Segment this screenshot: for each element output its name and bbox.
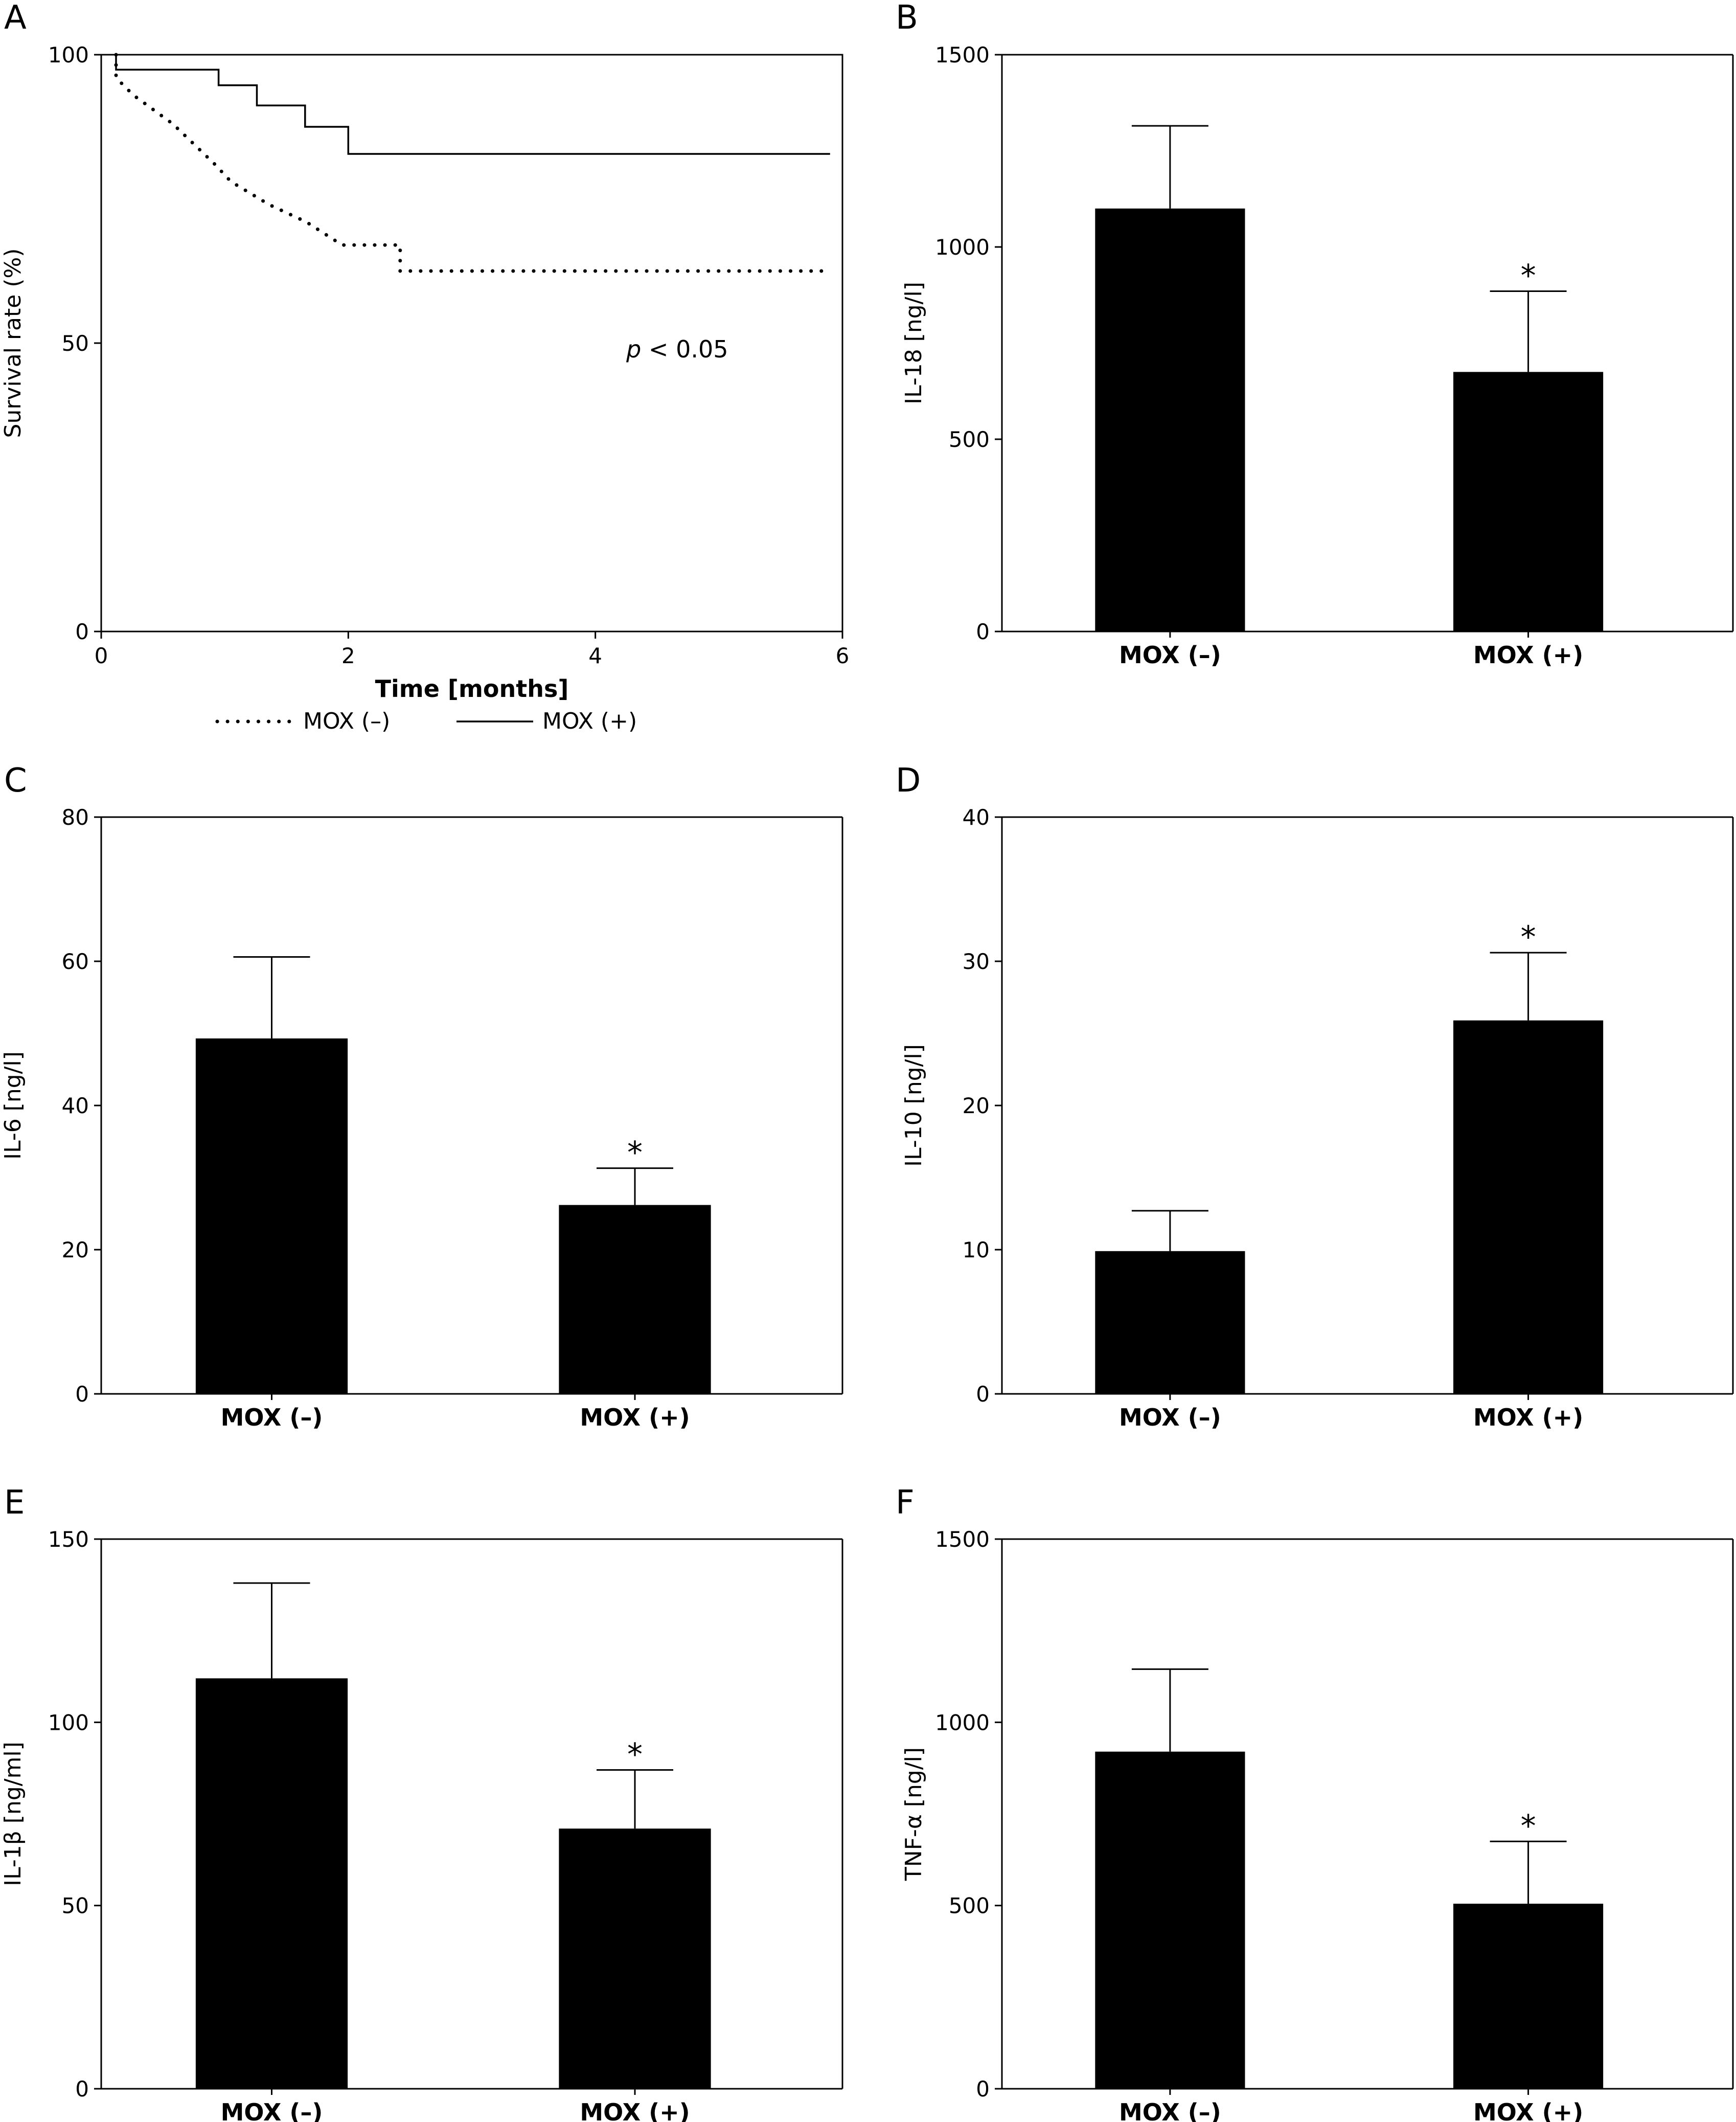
y-tick-label: 0 [75, 619, 89, 644]
category-label: MOX (+) [1473, 2098, 1583, 2122]
y-tick-label: 1500 [935, 1527, 990, 1552]
bar-mox-plus [559, 1205, 711, 1394]
x-tick-label: 6 [836, 643, 850, 668]
panel-e: E IL-1β [ng/ml] 0 50 100 150 MOX (–) * MOX (+) [0, 1484, 843, 2122]
y-tick-label: 0 [75, 2076, 89, 2102]
y-tick-label: 40 [62, 1093, 89, 1118]
panel-a: A Survival rate (%) 0 50 100 0 2 4 6 Time [months… [0, 0, 849, 734]
panel-letter: B [896, 0, 918, 37]
y-tick-label: 0 [976, 2076, 990, 2102]
category-label: MOX (–) [221, 1404, 323, 1431]
bar-mox-plus [559, 1828, 711, 2089]
y-tick-label: 50 [62, 331, 89, 356]
y-tick-label: 20 [963, 1093, 990, 1118]
legend-label: MOX (+) [542, 708, 637, 734]
bar-mox-minus [1095, 1751, 1245, 2089]
significance-marker: * [627, 1135, 643, 1171]
y-tick-label: 1000 [935, 1710, 990, 1735]
panel-d: D IL-10 [ng/l] 0 10 20 30 40 MOX (–) * MOX (+) [896, 762, 1734, 1431]
panel-letter: E [4, 1484, 25, 1522]
y-tick-label: 150 [48, 1527, 89, 1552]
y-tick-label: 100 [48, 1710, 89, 1735]
y-axis-label: Survival rate (%) [0, 249, 26, 438]
panel-letter: D [896, 762, 921, 800]
y-tick-label: 0 [976, 619, 990, 644]
legend-label: MOX (–) [303, 708, 390, 734]
y-tick-label: 20 [62, 1237, 89, 1262]
category-label: MOX (+) [580, 1404, 690, 1431]
bar-mox-minus [1095, 208, 1245, 631]
y-tick-label: 1500 [935, 42, 990, 67]
category-label: MOX (–) [1119, 1404, 1221, 1431]
x-tick-label: 2 [341, 643, 355, 668]
significance-marker: * [1521, 1808, 1536, 1844]
y-tick-label: 60 [62, 949, 89, 974]
y-tick-label: 1000 [935, 235, 990, 260]
y-tick-label: 500 [949, 427, 990, 452]
panel-c: C IL-6 [ng/l] 0 20 40 60 80 MOX (–) * MOX (+) [0, 762, 843, 1431]
significance-marker: * [627, 1737, 643, 1773]
y-tick-label: 500 [949, 1893, 990, 1918]
bar-mox-plus [1453, 372, 1604, 631]
panel-b: B IL-18 [ng/l] 0 500 1000 1500 MOX (–) * MOX (+) [896, 0, 1734, 669]
category-label: MOX (+) [1473, 641, 1583, 669]
category-label: MOX (+) [580, 2098, 690, 2122]
y-tick-label: 50 [62, 1893, 89, 1918]
y-tick-label: 10 [963, 1237, 990, 1262]
legend: MOX (–) MOX (+) [215, 708, 637, 734]
category-label: MOX (–) [1119, 641, 1221, 669]
bar-mox-minus [195, 1038, 348, 1394]
km-curve-mox-minus [114, 53, 832, 273]
panel-letter: C [4, 762, 27, 800]
y-tick-label: 80 [62, 805, 89, 830]
y-axis-label: IL-18 [ng/l] [901, 282, 927, 404]
y-tick-label: 0 [976, 1382, 990, 1407]
bar-mox-plus [1453, 1020, 1604, 1394]
y-axis-label: TNF-α [ng/l] [901, 1747, 927, 1881]
panel-letter: F [896, 1484, 915, 1522]
y-axis-label: IL-6 [ng/l] [0, 1051, 26, 1160]
bar-mox-plus [1453, 1904, 1604, 2089]
bar-mox-minus [195, 1678, 348, 2089]
y-tick-label: 0 [75, 1382, 89, 1407]
category-label: MOX (–) [221, 2098, 323, 2122]
bar-mox-minus [1095, 1251, 1245, 1394]
category-label: MOX (+) [1473, 1404, 1583, 1431]
plot-frame [100, 54, 843, 633]
significance-marker: * [1521, 258, 1536, 294]
y-tick-label: 30 [963, 949, 990, 974]
y-axis-label: IL-1β [ng/ml] [0, 1742, 26, 1886]
x-axis-label: Time [months] [375, 675, 569, 703]
y-tick-label: 40 [963, 805, 990, 830]
y-axis-label: IL-10 [ng/l] [901, 1044, 927, 1167]
km-curve-mox-plus [115, 55, 830, 155]
category-label: MOX (–) [1119, 2098, 1221, 2122]
x-tick-label: 0 [95, 643, 108, 668]
significance-marker: * [1521, 919, 1536, 955]
y-tick-label: 100 [48, 42, 89, 67]
p-value-annotation: p < 0.05 [626, 335, 728, 363]
panel-letter: A [4, 0, 27, 37]
panel-f: F TNF-α [ng/l] 0 500 1000 1500 MOX (–) * MOX (+) [896, 1484, 1734, 2122]
x-tick-label: 4 [588, 643, 602, 668]
